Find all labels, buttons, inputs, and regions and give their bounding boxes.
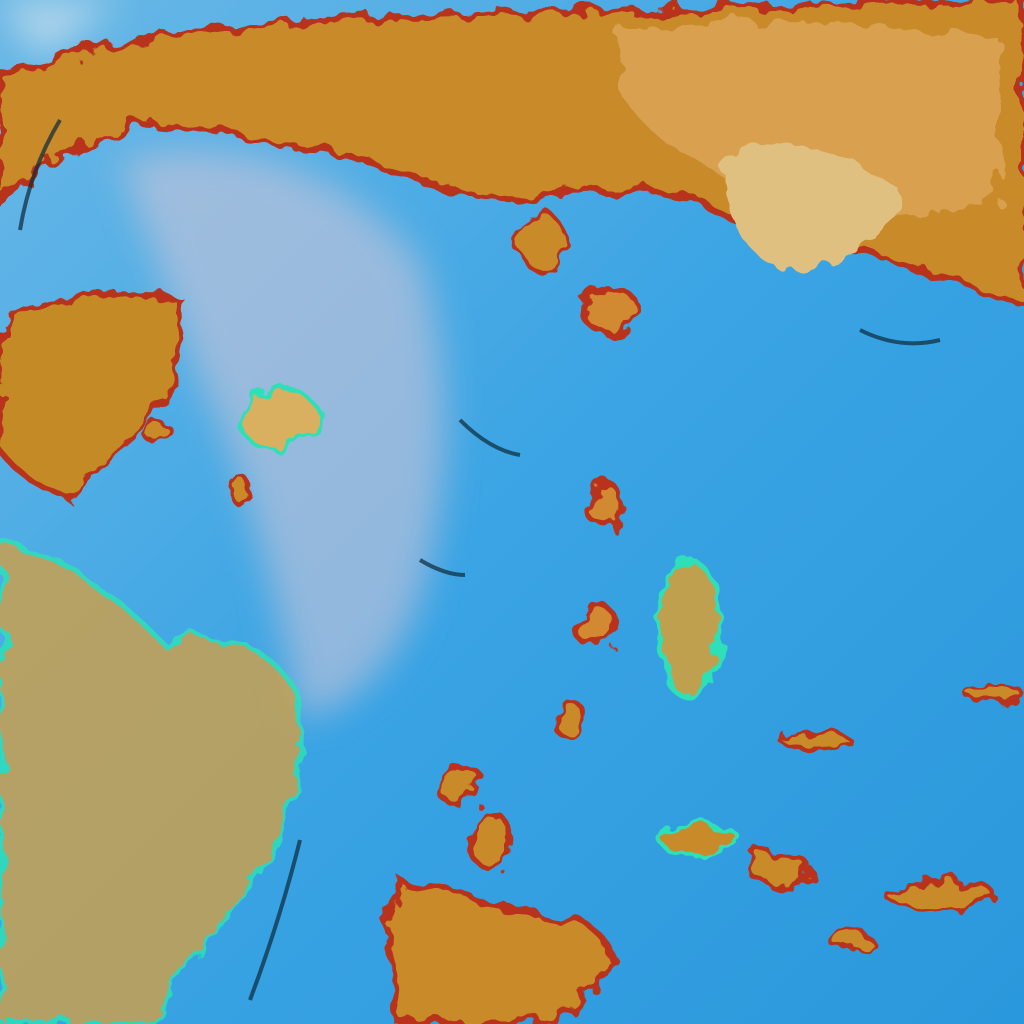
cloud-shadows xyxy=(18,118,941,1001)
